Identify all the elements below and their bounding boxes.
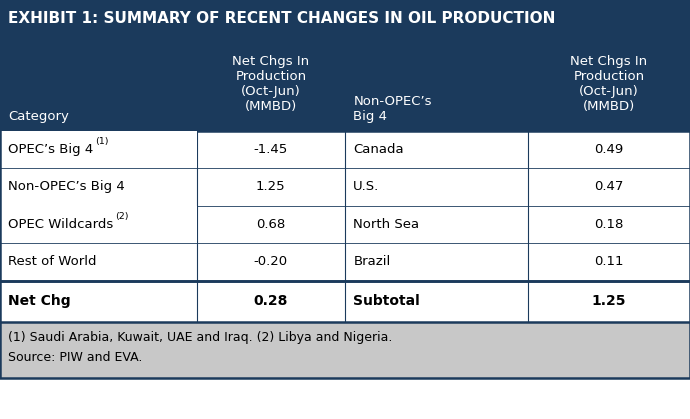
Text: U.S.: U.S.: [353, 180, 380, 193]
Bar: [0, 205, 197, 243]
Bar: [0, 281, 690, 322]
Bar: [0, 322, 690, 378]
Text: -0.20: -0.20: [254, 255, 288, 268]
Text: OPEC Wildcards: OPEC Wildcards: [8, 218, 114, 231]
Text: Category: Category: [8, 110, 69, 123]
Text: 0.18: 0.18: [594, 218, 624, 231]
Bar: [0, 205, 690, 243]
Text: 0.47: 0.47: [594, 180, 624, 193]
Text: Rest of World: Rest of World: [8, 255, 97, 268]
Text: EXHIBIT 1: SUMMARY OF RECENT CHANGES IN OIL PRODUCTION: EXHIBIT 1: SUMMARY OF RECENT CHANGES IN …: [8, 11, 555, 26]
Text: OPEC Wildcards: OPEC Wildcards: [8, 218, 114, 231]
Text: OPEC’s Big 4: OPEC’s Big 4: [8, 143, 94, 156]
Text: 0.28: 0.28: [254, 294, 288, 308]
Text: 0.68: 0.68: [256, 218, 286, 231]
Text: Source: PIW and EVA.: Source: PIW and EVA.: [8, 351, 143, 364]
Text: Non-OPEC’s
Big 4: Non-OPEC’s Big 4: [353, 95, 432, 123]
Text: 1.25: 1.25: [256, 180, 286, 193]
Bar: [0, 38, 690, 131]
Text: OPEC Wildcards: OPEC Wildcards: [8, 218, 114, 231]
Text: -1.45: -1.45: [254, 143, 288, 156]
Text: OPEC’s Big 4: OPEC’s Big 4: [8, 143, 94, 156]
Text: OPEC’s Big 4: OPEC’s Big 4: [8, 143, 94, 156]
Text: Brazil: Brazil: [353, 255, 391, 268]
Text: OPEC’s Big 4: OPEC’s Big 4: [8, 143, 94, 156]
Text: Net Chgs In
Production
(Oct-Jun)
(MMBD): Net Chgs In Production (Oct-Jun) (MMBD): [233, 55, 309, 113]
Text: OPEC Wildcards: OPEC Wildcards: [8, 218, 114, 231]
Text: Non-OPEC’s Big 4: Non-OPEC’s Big 4: [8, 180, 125, 193]
Text: 0.49: 0.49: [594, 143, 624, 156]
Text: Net Chgs In
Production
(Oct-Jun)
(MMBD): Net Chgs In Production (Oct-Jun) (MMBD): [571, 55, 647, 113]
Text: Canada: Canada: [353, 143, 404, 156]
Text: Subtotal: Subtotal: [353, 294, 420, 308]
Text: 1.25: 1.25: [592, 294, 627, 308]
Text: 0.11: 0.11: [594, 255, 624, 268]
Bar: [0, 0, 690, 37]
Text: (2): (2): [115, 212, 128, 220]
Text: Net Chg: Net Chg: [8, 294, 71, 308]
Bar: [0, 131, 197, 168]
Text: (1): (1): [95, 137, 108, 145]
Bar: [0, 168, 690, 205]
Text: (1) Saudi Arabia, Kuwait, UAE and Iraq. (2) Libya and Nigeria.: (1) Saudi Arabia, Kuwait, UAE and Iraq. …: [8, 331, 393, 344]
Text: North Sea: North Sea: [353, 218, 420, 231]
Bar: [0, 243, 690, 281]
Bar: [0, 131, 690, 168]
